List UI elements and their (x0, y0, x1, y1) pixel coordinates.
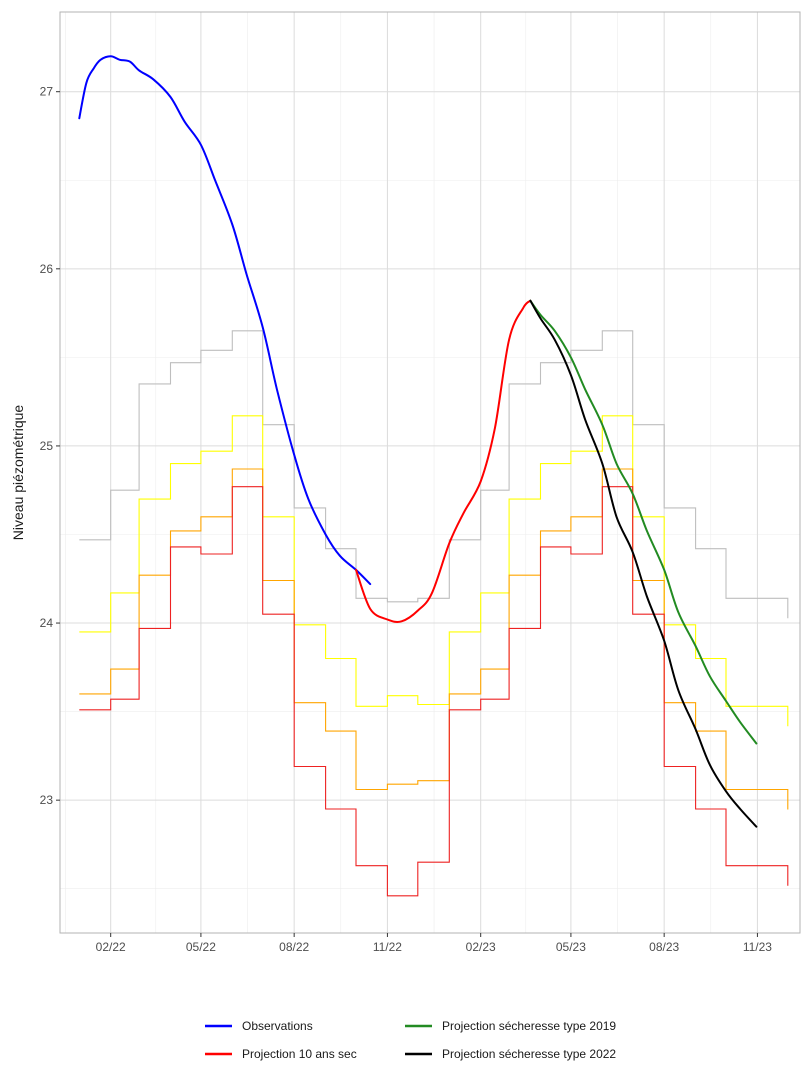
y-tick-label: 25 (40, 439, 54, 453)
legend-item: Projection sécheresse type 2019 (405, 1019, 616, 1033)
x-tick-label: 05/22 (186, 940, 216, 954)
series-lines (78, 55, 758, 828)
legend-label: Observations (242, 1019, 313, 1033)
legend-item: Observations (205, 1019, 313, 1033)
y-axis-title: Niveau piézométrique (10, 405, 26, 541)
legend-label: Projection sécheresse type 2022 (442, 1047, 616, 1061)
y-tick-label: 24 (40, 616, 54, 630)
legend-label: Projection 10 ans sec (242, 1047, 357, 1061)
plot-panel-border (59, 11, 801, 934)
y-tick-label: 26 (40, 262, 54, 276)
y-tick-label: 23 (40, 793, 54, 807)
legend-item: Projection sécheresse type 2022 (405, 1047, 616, 1061)
series-line-2 (529, 299, 758, 745)
legend-label: Projection sécheresse type 2019 (442, 1019, 616, 1033)
reference-envelope-3 (79, 486, 789, 897)
series-line-1 (355, 299, 532, 623)
minor-grid (60, 12, 800, 933)
legend-item: Projection 10 ans sec (205, 1047, 357, 1061)
x-tick-label: 02/23 (466, 940, 496, 954)
x-tick-label: 08/22 (279, 940, 309, 954)
series-line-3 (529, 299, 758, 828)
y-axis: 23 24 25 26 27 (40, 85, 60, 807)
x-tick-label: 02/22 (96, 940, 126, 954)
x-tick-label: 05/23 (556, 940, 586, 954)
x-tick-label: 08/23 (649, 940, 679, 954)
reference-envelope-0 (79, 330, 789, 619)
x-axis: 02/22 05/22 08/22 11/22 02/23 05/23 08/23 11/23 (96, 933, 772, 954)
legend: Observations Projection 10 ans sec Project… (205, 1019, 616, 1061)
x-tick-label: 11/22 (373, 940, 402, 954)
series-line-0 (78, 55, 372, 586)
y-tick-label: 27 (40, 85, 54, 99)
x-tick-label: 11/23 (743, 940, 772, 954)
